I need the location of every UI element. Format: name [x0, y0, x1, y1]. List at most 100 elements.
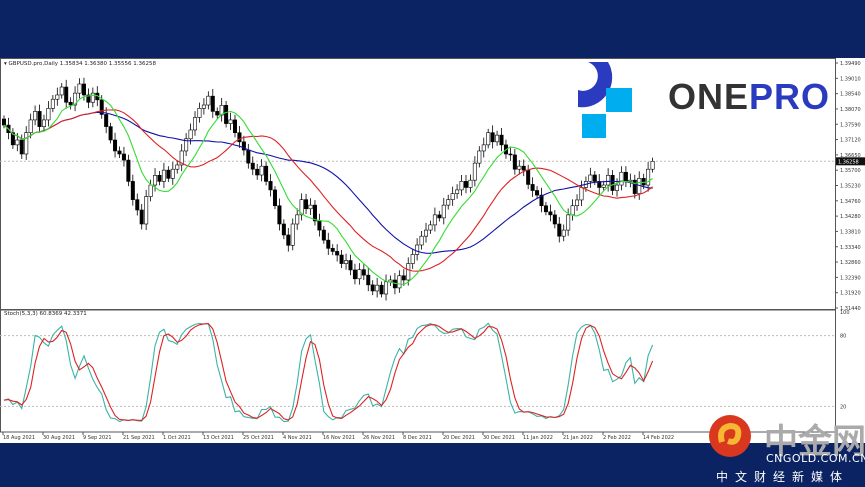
candle-body — [290, 223, 295, 246]
candle-body — [575, 199, 580, 207]
price-tick-label: 1.36650 — [840, 153, 861, 159]
candle-body — [432, 214, 437, 226]
candle-body — [15, 139, 20, 146]
candle-body — [481, 144, 486, 152]
logo-text-one: ONE — [668, 76, 750, 117]
candle-body — [272, 189, 277, 207]
candle-body — [193, 117, 198, 131]
date-tick-label: 16 Nov 2021 — [323, 435, 355, 441]
candle-body — [424, 229, 429, 237]
date-tick-label: 13 Oct 2021 — [203, 435, 234, 441]
candle-body — [104, 114, 109, 127]
candle-body — [99, 99, 104, 115]
candle-body — [610, 175, 615, 191]
date-tick-label: 8 Dec 2021 — [403, 435, 432, 441]
candle-body — [117, 150, 122, 155]
candle-body — [179, 150, 184, 166]
last-price-box — [836, 157, 865, 166]
candle-body — [530, 184, 535, 191]
candle-body — [623, 171, 628, 182]
ma-mid-line — [3, 109, 653, 272]
logo-text-pro: PRO — [749, 76, 831, 117]
candle-body — [566, 214, 571, 231]
candle-body — [539, 194, 544, 207]
price-tick-label: 1.33340 — [840, 245, 861, 251]
candle-body — [139, 209, 144, 225]
candle-body — [446, 199, 451, 206]
ma-slow-line — [3, 111, 653, 254]
candle-body — [477, 150, 482, 164]
candle-body — [50, 98, 55, 109]
candle-body — [375, 284, 380, 292]
stoch-d-line — [3, 323, 654, 422]
candle-body — [46, 108, 51, 121]
price-chart[interactable]: 1.39490 1.39010 1.38540 1.38070 1.37590 1.371… — [0, 58, 865, 443]
candle-body — [24, 132, 29, 155]
candle-body — [55, 94, 60, 100]
candle-body — [495, 134, 500, 143]
candle-body — [286, 234, 291, 246]
candle-body — [295, 214, 300, 225]
candle-body — [344, 260, 349, 264]
watermark-url: CNGOLD.COM.CN — [766, 452, 865, 465]
price-tick-label: 1.34760 — [840, 199, 861, 205]
candle-body — [499, 134, 504, 146]
candle-body — [317, 220, 322, 231]
date-tick-label: 30 Dec 2021 — [483, 435, 515, 441]
candle-body — [330, 248, 335, 252]
candle-body — [450, 193, 455, 200]
candle-body — [650, 161, 655, 170]
candle-body — [157, 175, 162, 182]
stoch-tick-label: 100 — [840, 310, 850, 316]
price-tick-label: 1.32390 — [840, 275, 861, 281]
watermark-tagline: 中文财经新媒体 — [716, 470, 850, 484]
candle-body — [175, 164, 180, 170]
candle-body — [304, 199, 309, 210]
candle-body — [384, 281, 389, 295]
candle-body — [419, 235, 424, 246]
symbol-label: GBPUSD.pro,Daily — [8, 61, 59, 67]
date-tick-label: 14 Feb 2022 — [643, 435, 674, 441]
candle-body — [33, 111, 38, 121]
candle-body — [410, 254, 415, 264]
candle-body — [512, 154, 517, 170]
candle-body — [144, 196, 149, 225]
candle-body — [10, 132, 15, 146]
candle-body — [228, 119, 233, 124]
candle-body — [64, 86, 69, 103]
stoch-tick-label: 80 — [840, 334, 846, 340]
candle-body — [277, 205, 282, 225]
candle-body — [459, 181, 464, 191]
candle-body — [19, 139, 24, 155]
candle-body — [628, 179, 633, 182]
date-tick-label: 9 Sep 2021 — [83, 435, 112, 441]
candle-body — [197, 108, 202, 118]
candle-body — [606, 175, 611, 186]
candle-body — [201, 104, 206, 109]
candle-body — [561, 229, 566, 237]
date-tick-label: 20 Dec 2021 — [443, 435, 475, 441]
date-tick-label: 26 Nov 2021 — [363, 435, 395, 441]
chart-window[interactable]: 1.39490 1.39010 1.38540 1.38070 1.37590 1.371… — [0, 58, 865, 443]
candle-body — [508, 153, 513, 156]
candle-body — [170, 168, 175, 179]
candle-body — [246, 149, 251, 164]
candle-body — [352, 269, 357, 280]
candle-body — [415, 244, 420, 255]
candle-body — [210, 95, 215, 112]
date-tick-label: 18 Aug 2021 — [3, 435, 35, 441]
date-tick-label: 25 Oct 2021 — [243, 435, 274, 441]
stoch-k-line — [3, 322, 654, 423]
candle-body — [259, 165, 264, 176]
price-tick-label: 1.38540 — [840, 92, 861, 98]
candle-body — [361, 269, 366, 276]
candle-body — [366, 274, 371, 286]
candle-body — [215, 111, 220, 116]
candle-body — [312, 204, 317, 222]
chart-header: ▾ GBPUSD.pro,Daily 1.35834 1.36380 1.355… — [4, 61, 157, 67]
stoch-header: Stoch(5,3,3) 60.8369 42.3371 — [4, 311, 87, 317]
candle-body — [543, 205, 548, 213]
candle-body — [401, 275, 406, 281]
candle-body — [77, 83, 82, 94]
price-tick-label: 1.39490 — [840, 61, 861, 67]
